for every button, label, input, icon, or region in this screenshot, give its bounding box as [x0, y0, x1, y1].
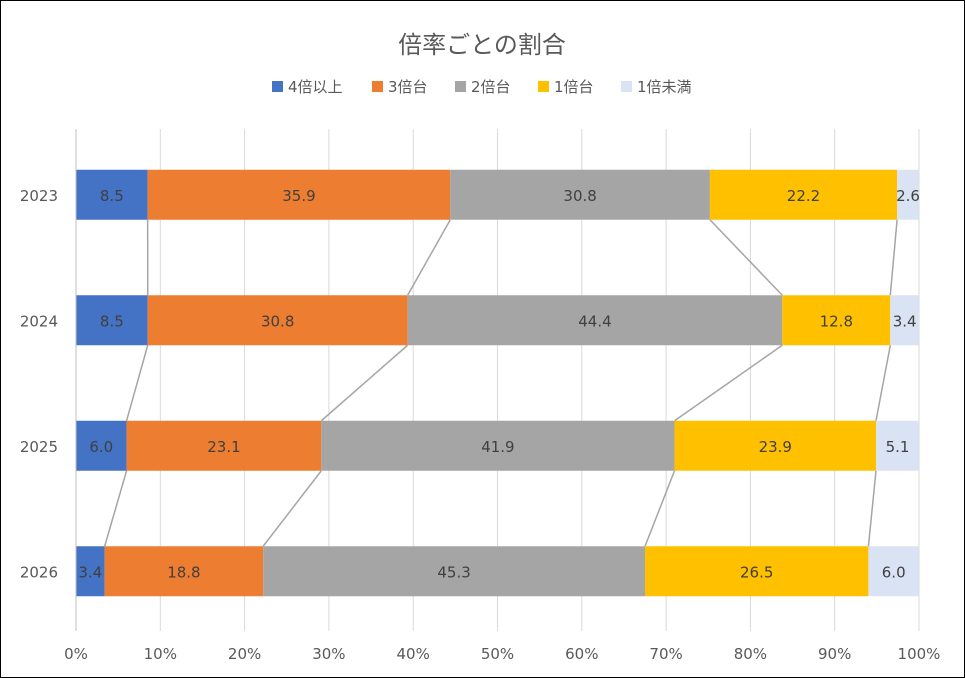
data-label: 6.0 [882, 563, 906, 581]
series-line [889, 219, 898, 296]
series-lines [103, 219, 898, 547]
y-tick-label: 2026 [20, 563, 58, 581]
chart-title: 倍率ごとの割合 [398, 31, 566, 59]
data-label: 12.8 [820, 312, 853, 330]
x-tick-label: 50% [481, 645, 514, 663]
series-line [644, 470, 676, 547]
series-line [406, 219, 451, 296]
legend: 4倍以上 3倍台 2倍台 1倍台 1倍未満 [272, 78, 692, 96]
data-label: 35.9 [282, 187, 315, 205]
legend-swatch [621, 81, 632, 92]
y-tick-label: 2025 [20, 438, 58, 456]
series-line [103, 470, 128, 547]
series-line [875, 345, 892, 421]
data-label: 44.4 [578, 312, 611, 330]
data-label: 3.4 [893, 312, 917, 330]
axes: 0% 10% 20% 30% 40% 50% 60% 70% 80% 90% 100% 2023 202… [20, 129, 941, 663]
bar-segment [126, 420, 322, 471]
data-label: 5.1 [886, 438, 910, 456]
x-tick-label: 80% [734, 645, 767, 663]
legend-swatch [455, 81, 466, 92]
series-line [867, 470, 877, 547]
bar-segment [147, 169, 451, 220]
legend-swatch [538, 81, 549, 92]
bar-segment [897, 169, 919, 220]
y-tick-label: 2024 [20, 312, 58, 330]
bar-segment [876, 420, 919, 471]
data-label: 45.3 [437, 563, 470, 581]
legend-swatch [372, 81, 383, 92]
data-label: 41.9 [481, 438, 514, 456]
bar-segment [890, 295, 919, 346]
series-line [674, 344, 783, 422]
data-label: 18.8 [167, 563, 200, 581]
x-tick-label: 90% [818, 645, 851, 663]
data-label: 6.0 [89, 438, 113, 456]
legend-label: 2倍台 [471, 78, 511, 96]
bar-segment [674, 420, 877, 471]
x-tick-label: 100% [898, 645, 941, 663]
data-label: 26.5 [740, 563, 773, 581]
data-label: 3.4 [78, 563, 102, 581]
x-tick-label: 40% [397, 645, 430, 663]
series-line [709, 219, 783, 296]
bar-segment [76, 169, 148, 220]
series-line [262, 470, 322, 547]
bar-segment [76, 420, 127, 471]
x-tick-label: 10% [144, 645, 177, 663]
legend-label: 1倍台 [554, 78, 594, 96]
data-label: 30.8 [261, 312, 294, 330]
x-tick-label: 30% [312, 645, 345, 663]
bar-segment [450, 169, 710, 220]
bar-segment [76, 546, 105, 597]
bar-segment [782, 295, 891, 346]
bar-segment [709, 169, 898, 220]
legend-label: 3倍台 [388, 78, 428, 96]
legend-label: 1倍未満 [637, 78, 692, 96]
x-tick-label: 20% [228, 645, 261, 663]
legend-swatch [272, 81, 283, 92]
bar-segment [104, 546, 264, 597]
data-label: 23.9 [759, 438, 792, 456]
bar-segment [407, 295, 783, 346]
data-label: 22.2 [787, 187, 820, 205]
bar-segment [147, 295, 408, 346]
series-line [125, 345, 149, 421]
bar-segment [321, 420, 675, 471]
y-tick-label: 2023 [20, 187, 58, 205]
bar-segment [645, 546, 869, 597]
bar-segment [263, 546, 646, 597]
x-tick-label: 60% [565, 645, 598, 663]
data-label: 23.1 [207, 438, 240, 456]
data-label: 30.8 [563, 187, 596, 205]
bar-segment [76, 295, 148, 346]
series-line [320, 344, 409, 422]
x-tick-label: 70% [649, 645, 682, 663]
legend-label: 4倍以上 [288, 78, 343, 96]
bars: 8.5 35.9 30.8 22.2 2.6 8.5 30.8 44.4 12.8 3.4 6.0 2… [76, 169, 920, 597]
bar-segment [868, 546, 919, 597]
data-label: 8.5 [100, 187, 124, 205]
x-tick-label: 0% [64, 645, 88, 663]
data-label: 2.6 [896, 187, 920, 205]
data-label: 8.5 [100, 312, 124, 330]
